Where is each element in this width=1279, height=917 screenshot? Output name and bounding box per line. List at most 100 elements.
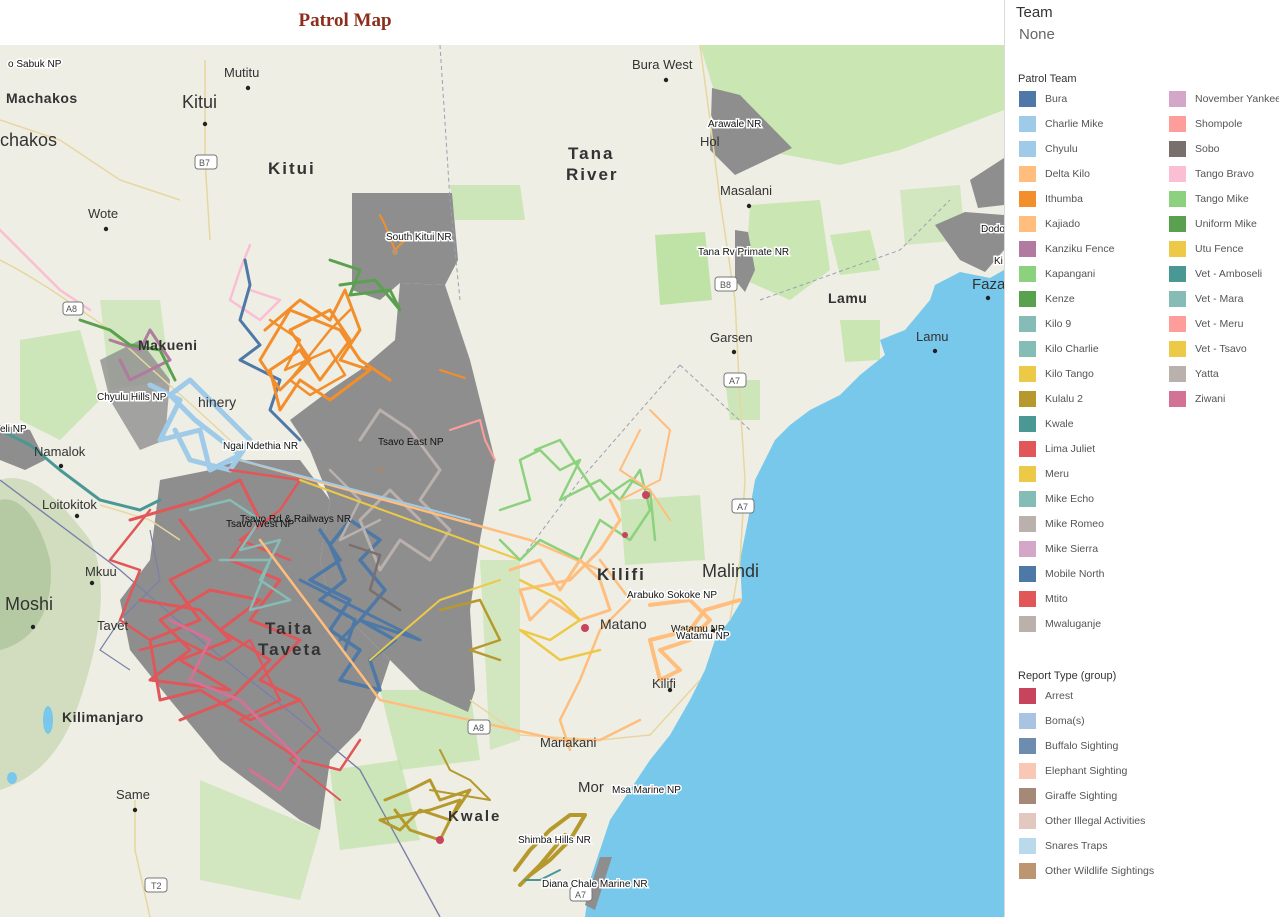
patrol-team-legend-item[interactable]: Ithumba xyxy=(1019,190,1083,208)
patrol-team-legend-item[interactable]: Kilo 9 xyxy=(1019,315,1071,333)
legend-label: Kwale xyxy=(1045,418,1074,430)
patrol-team-legend-item[interactable]: Mike Romeo xyxy=(1019,515,1104,533)
shield-label: A8 xyxy=(66,304,77,314)
patrol-team-legend-item[interactable]: Kapangani xyxy=(1019,265,1095,283)
legend-swatch xyxy=(1019,216,1036,232)
park-label: Tsavo Rd & Railways NR xyxy=(240,514,351,525)
patrol-team-legend-item[interactable]: Vet - Meru xyxy=(1169,315,1243,333)
region-label: River xyxy=(566,165,619,184)
park-label: Tana Rv Primate NR xyxy=(698,247,789,258)
legend-label: Uniform Mike xyxy=(1195,218,1257,230)
legend-swatch xyxy=(1019,91,1036,107)
patrol-team-legend-item[interactable]: Kwale xyxy=(1019,415,1074,433)
patrol-team-legend-item[interactable]: Shompole xyxy=(1169,115,1242,133)
patrol-team-legend-item[interactable]: Vet - Amboseli xyxy=(1169,265,1262,283)
legend-label: Meru xyxy=(1045,468,1069,480)
legend-swatch xyxy=(1169,216,1186,232)
legend-swatch xyxy=(1019,116,1036,132)
patrol-team-legend-item[interactable]: Sobo xyxy=(1169,140,1220,158)
report-type-legend-item[interactable]: Other Illegal Activities xyxy=(1019,812,1145,830)
legend-swatch xyxy=(1019,366,1036,382)
patrol-team-legend-item[interactable]: Tango Mike xyxy=(1169,190,1249,208)
legend-label: Kanziku Fence xyxy=(1045,243,1115,255)
report-type-legend-item[interactable]: Elephant Sighting xyxy=(1019,762,1127,780)
place-label: Namalok xyxy=(34,444,86,459)
place-label: chakos xyxy=(0,130,57,150)
patrol-team-legend-item[interactable]: Kanziku Fence xyxy=(1019,240,1114,258)
legend-label: Kenze xyxy=(1045,293,1075,305)
report-type-legend-item[interactable]: Other Wildlife Sightings xyxy=(1019,862,1154,880)
ocean xyxy=(585,270,1004,917)
patrol-team-legend-item[interactable]: Mwaluganje xyxy=(1019,615,1101,633)
region-label: Taveta xyxy=(258,640,323,659)
legend-swatch xyxy=(1019,591,1036,607)
legend-swatch xyxy=(1019,763,1036,779)
legend-label: Sobo xyxy=(1195,143,1220,155)
city-dots xyxy=(30,77,991,813)
patrol-team-legend-item[interactable]: Meru xyxy=(1019,465,1069,483)
legend-label: Vet - Amboseli xyxy=(1195,268,1263,280)
patrol-team-legend-item[interactable]: Vet - Tsavo xyxy=(1169,340,1247,358)
report-type-legend-item[interactable]: Buffalo Sighting xyxy=(1019,737,1118,755)
team-filter-value[interactable]: None xyxy=(1019,26,1055,43)
legend-label: Mobile North xyxy=(1045,568,1105,580)
patrol-map[interactable]: o Sabuk NP Mutitu Machakos Kitui chakos … xyxy=(0,45,1004,917)
patrol-tracks xyxy=(0,214,742,887)
legend-swatch xyxy=(1019,491,1036,507)
report-markers xyxy=(377,249,650,844)
patrol-team-legend-item[interactable]: Ziwani xyxy=(1169,390,1225,408)
patrol-team-legend-item[interactable]: Kilo Tango xyxy=(1019,365,1094,383)
park-label: Arawale NR xyxy=(708,119,761,130)
team-filter-title: Team xyxy=(1016,4,1053,21)
patrol-team-legend-item[interactable]: Uniform Mike xyxy=(1169,215,1257,233)
place-label: Lamu xyxy=(828,290,867,306)
patrol-team-legend-item[interactable]: Chyulu xyxy=(1019,140,1078,158)
park-label: eli NP xyxy=(0,424,27,435)
place-label: Same xyxy=(116,787,150,802)
legend-label: Vet - Meru xyxy=(1195,318,1244,330)
patrol-team-legend-item[interactable]: Utu Fence xyxy=(1169,240,1243,258)
park-label: South Kitui NR xyxy=(386,232,452,243)
place-label: Mutitu xyxy=(224,65,259,80)
legend-swatch xyxy=(1019,266,1036,282)
patrol-team-legend-item[interactable]: Charlie Mike xyxy=(1019,115,1103,133)
legend-swatch xyxy=(1169,91,1186,107)
report-type-legend-item[interactable]: Boma(s) xyxy=(1019,712,1085,730)
report-type-legend-item[interactable]: Arrest xyxy=(1019,687,1073,705)
legend-swatch xyxy=(1019,191,1036,207)
legend-label: Kilo 9 xyxy=(1045,318,1072,330)
legend-label: Mike Romeo xyxy=(1045,518,1104,530)
patrol-team-legend-item[interactable]: Mtito xyxy=(1019,590,1068,608)
patrol-team-legend-item[interactable]: Kulalu 2 xyxy=(1019,390,1083,408)
patrol-team-legend-item[interactable]: Kilo Charlie xyxy=(1019,340,1099,358)
patrol-team-legend-item[interactable]: Yatta xyxy=(1169,365,1219,383)
patrol-team-legend-item[interactable]: Mobile North xyxy=(1019,565,1105,583)
report-type-legend-item[interactable]: Snares Traps xyxy=(1019,837,1107,855)
patrol-team-legend-item[interactable]: Delta Kilo xyxy=(1019,165,1090,183)
patrol-team-legend-item[interactable]: Tango Bravo xyxy=(1169,165,1254,183)
report-type-legend-item[interactable]: Giraffe Sighting xyxy=(1019,787,1117,805)
legend-swatch xyxy=(1169,291,1186,307)
place-label: Kilimanjaro xyxy=(62,709,144,725)
region-label: Taita xyxy=(265,619,313,638)
patrol-team-legend-item[interactable]: Mike Sierra xyxy=(1019,540,1098,558)
patrol-team-legend-item[interactable]: Vet - Mara xyxy=(1169,290,1243,308)
patrol-team-legend-item[interactable]: November Yankee xyxy=(1169,90,1279,108)
legend-swatch xyxy=(1019,291,1036,307)
place-label: Kitui xyxy=(182,92,217,112)
place-label: Hol xyxy=(700,134,720,149)
patrol-team-legend-item[interactable]: Bura xyxy=(1019,90,1067,108)
region-label: Tana xyxy=(568,144,614,163)
place-label: Masalani xyxy=(720,183,772,198)
legend-label: Utu Fence xyxy=(1195,243,1244,255)
panel-divider xyxy=(1004,0,1005,917)
legend-label: Other Wildlife Sightings xyxy=(1045,865,1155,877)
legend-swatch xyxy=(1019,541,1036,557)
patrol-team-legend-item[interactable]: Lima Juliet xyxy=(1019,440,1095,458)
patrol-team-legend-item[interactable]: Kajiado xyxy=(1019,215,1080,233)
patrol-team-legend-item[interactable]: Kenze xyxy=(1019,290,1075,308)
legend-label: Mtito xyxy=(1045,593,1068,605)
patrol-team-legend-item[interactable]: Mike Echo xyxy=(1019,490,1094,508)
place-label: Malindi xyxy=(702,561,759,581)
legend-label: Snares Traps xyxy=(1045,840,1108,852)
